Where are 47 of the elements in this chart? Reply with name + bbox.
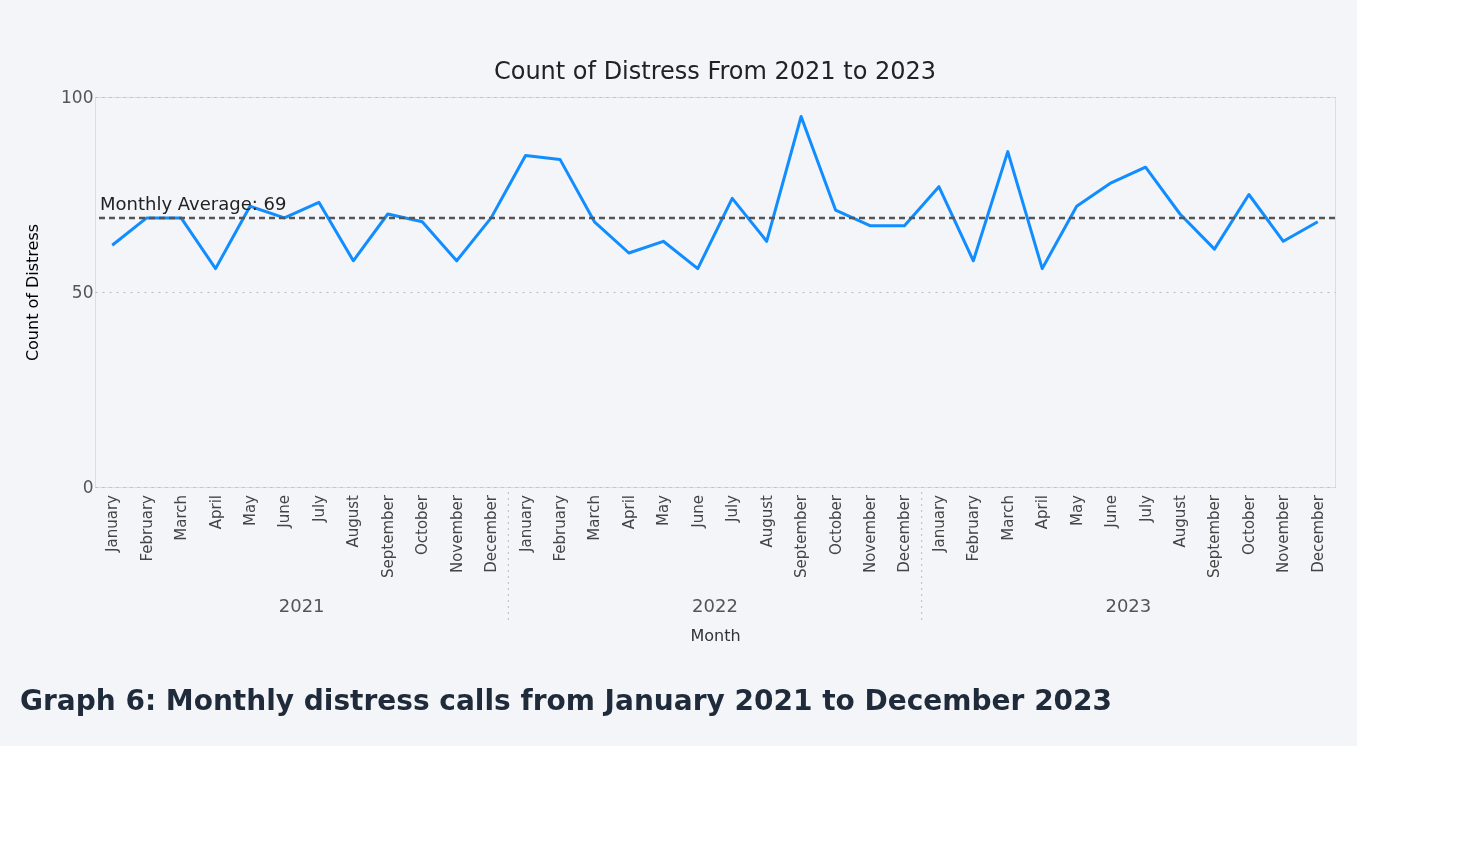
x-tick-label: March xyxy=(172,495,191,541)
x-tick-label: February xyxy=(964,494,983,562)
x-tick-label: July xyxy=(723,494,742,523)
x-tick-label: August xyxy=(1171,494,1189,548)
x-tick-label: May xyxy=(241,494,259,527)
x-tick-label: November xyxy=(1274,494,1293,574)
y-axis-title: Count of Distress xyxy=(23,223,43,362)
x-tick-label: June xyxy=(275,495,294,529)
x-tick-label: October xyxy=(1239,494,1258,556)
x-tick-label: April xyxy=(1033,495,1052,530)
x-tick-label: June xyxy=(688,495,707,529)
x-tick-label: July xyxy=(1136,494,1155,523)
x-tick-label: February xyxy=(137,494,156,562)
x-tick-label: December xyxy=(482,494,501,573)
y-tick-label: 0 xyxy=(82,476,94,497)
y-tick-label: 100 xyxy=(61,86,94,107)
x-tick-label: January xyxy=(516,494,535,553)
x-tick-label: June xyxy=(1102,495,1121,529)
x-tick-label: September xyxy=(378,494,397,578)
x-tick-label: October xyxy=(826,494,845,556)
x-tick-label: April xyxy=(206,495,225,530)
text: 2023 xyxy=(1105,595,1152,616)
x-tick-label: December xyxy=(1308,494,1327,573)
x-tick-label: November xyxy=(861,494,879,574)
x-axis-title: Month xyxy=(690,625,741,645)
x-tick-label: July xyxy=(309,494,328,523)
chart-title: Count of Distress From 2021 to 2023 xyxy=(493,57,937,85)
text: 2022 xyxy=(692,595,738,616)
x-tick-label: March xyxy=(585,495,604,541)
x-tick-label: September xyxy=(1205,494,1224,578)
x-tick-label: April xyxy=(619,495,638,530)
y-tick-label: 50 xyxy=(71,281,94,302)
x-tick-label: September xyxy=(792,494,811,578)
x-tick-label: May xyxy=(1067,494,1086,527)
x-tick-label: December xyxy=(895,494,914,573)
x-tick-label: May xyxy=(654,494,673,527)
x-tick-label: January xyxy=(929,494,948,553)
x-tick-label: March xyxy=(998,495,1017,541)
ref-line-label: Monthly Average: 69 xyxy=(100,192,287,214)
caption: Graph 6: Monthly distress calls from January 2021 to December 2023 xyxy=(20,684,1113,717)
x-tick-label: November xyxy=(447,494,466,574)
x-tick-label: August xyxy=(344,494,363,548)
x-tick-label: January xyxy=(103,494,122,553)
x-tick-label: August xyxy=(757,494,776,548)
x-tick-label: October xyxy=(413,494,432,556)
x-tick-label: February xyxy=(551,494,569,562)
text: 2021 xyxy=(278,595,325,616)
